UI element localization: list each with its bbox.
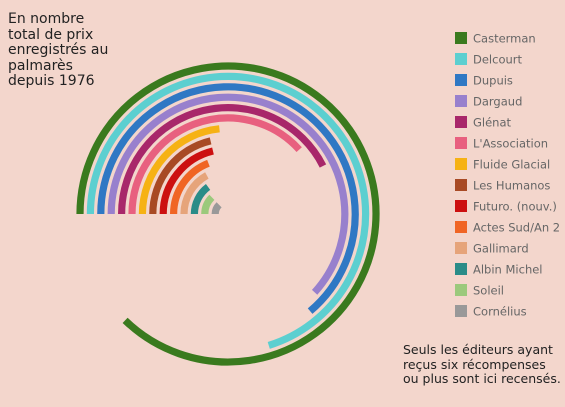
- legend-swatch-actes-sud-an-2: [455, 221, 467, 233]
- legend-swatch-soleil: [455, 284, 467, 296]
- legend-label-glenat: Glénat: [473, 116, 512, 130]
- arc-albin-michel: [190, 184, 211, 215]
- legend-swatch-albin-michel: [455, 263, 467, 275]
- chart-title: En nombre total de prix enregistrés au p…: [8, 11, 109, 89]
- chart-note: Seuls les éditeurs ayant reçus six récom…: [403, 342, 561, 386]
- legend-swatch-dargaud: [455, 95, 467, 107]
- legend-swatch-cornelius: [455, 305, 467, 317]
- legend-label-delcourt: Delcourt: [473, 53, 523, 67]
- arc-glenat: [118, 104, 327, 215]
- legend-swatch-dupuis: [455, 74, 467, 86]
- arc-actes-sud-an-2: [170, 159, 210, 215]
- arc-dupuis: [97, 83, 359, 314]
- legend-label-albin-michel: Albin Michel: [473, 263, 543, 277]
- legend-label-l-association: L'Association: [473, 137, 548, 151]
- arc-futuro-nouv: [159, 147, 214, 215]
- legend-swatch-fluide-glacial: [455, 158, 467, 170]
- arc-delcourt: [86, 72, 370, 349]
- legend-swatch-glenat: [455, 116, 467, 128]
- arc-l-association: [128, 114, 302, 215]
- arc-gallimard: [180, 172, 209, 215]
- legend-label-futuro-nouv: Futuro. (nouv.): [473, 200, 557, 214]
- legend-swatch-l-association: [455, 137, 467, 149]
- legend-swatch-les-humanos: [455, 179, 467, 191]
- legend-label-dupuis: Dupuis: [473, 74, 513, 88]
- arc-soleil: [201, 194, 215, 215]
- legend: Casterman Delcourt Dupuis Dargaud Glénat L'As…: [455, 32, 560, 319]
- arc-fluide-glacial: [138, 125, 220, 215]
- legend-swatch-casterman: [455, 32, 467, 44]
- arc-cornelius: [211, 202, 222, 215]
- arc-casterman: [76, 62, 380, 366]
- legend-swatch-futuro-nouv: [455, 200, 467, 212]
- legend-label-gallimard: Gallimard: [473, 242, 529, 256]
- legend-label-cornelius: Cornélius: [473, 305, 527, 319]
- legend-label-casterman: Casterman: [473, 32, 536, 46]
- legend-label-actes-sud-an-2: Actes Sud/An 2: [473, 221, 560, 235]
- arcs-group: [76, 62, 380, 366]
- arc-dargaud: [107, 93, 349, 295]
- legend-label-soleil: Soleil: [473, 284, 504, 298]
- legend-swatch-gallimard: [455, 242, 467, 254]
- arc-les-humanos: [149, 137, 212, 215]
- legend-swatch-delcourt: [455, 53, 467, 65]
- legend-label-dargaud: Dargaud: [473, 95, 522, 109]
- legend-label-fluide-glacial: Fluide Glacial: [473, 158, 550, 172]
- legend-label-les-humanos: Les Humanos: [473, 179, 550, 193]
